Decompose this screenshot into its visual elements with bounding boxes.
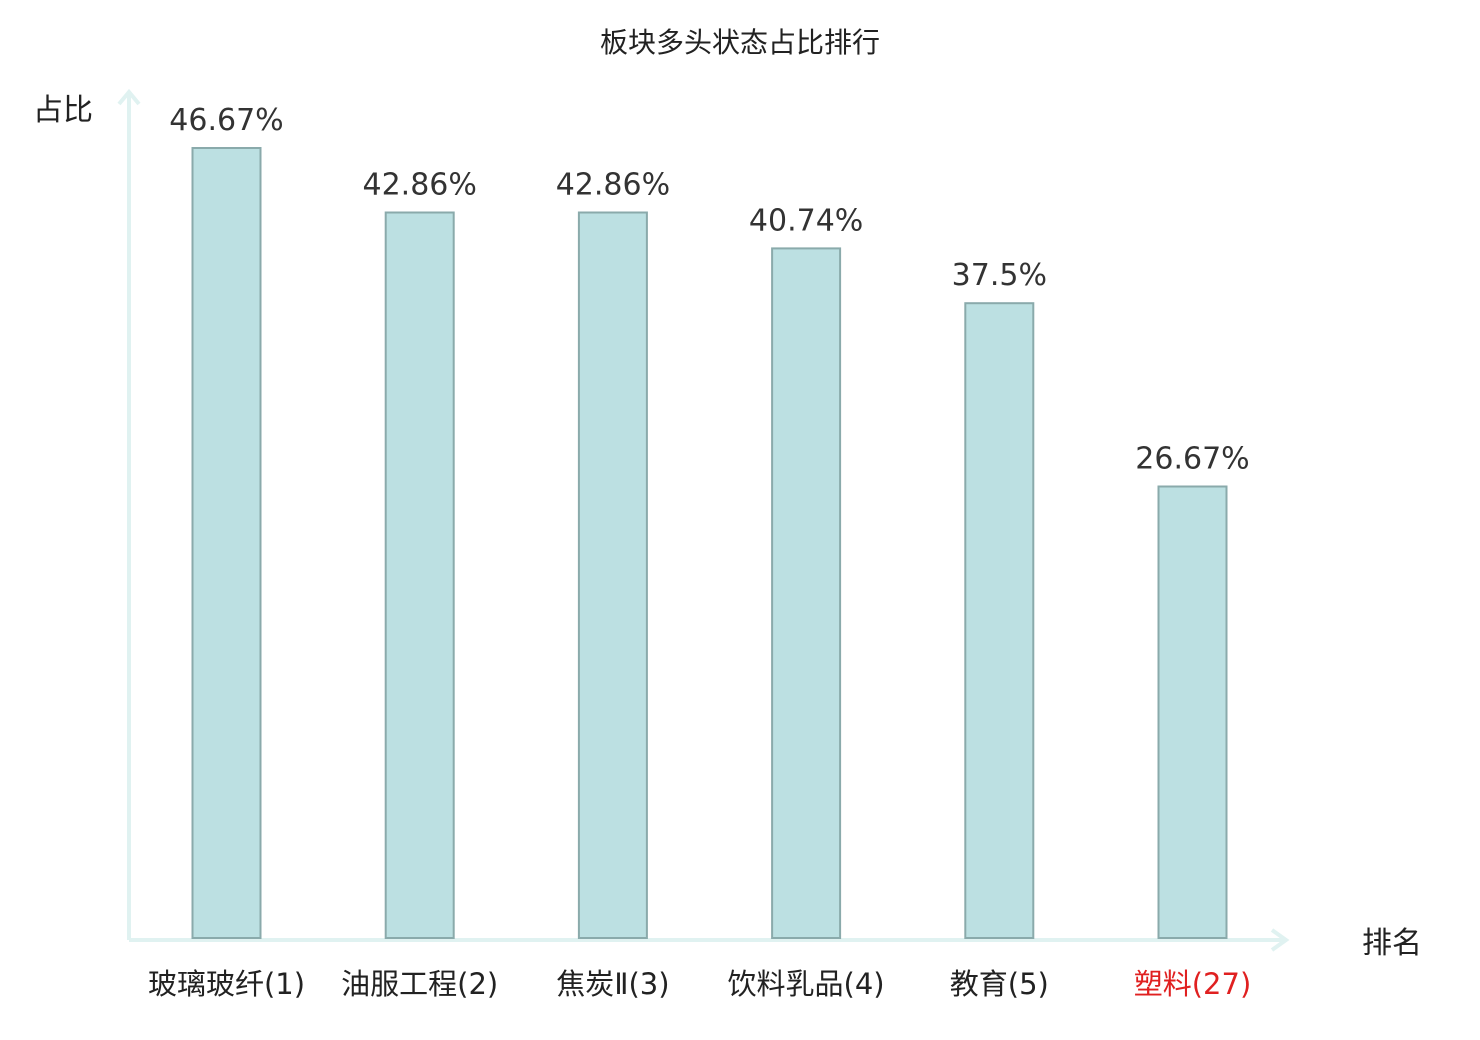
bar-4 — [771, 247, 842, 939]
value-label-4: 40.74% — [749, 203, 863, 238]
category-label-6: 塑料(27) — [1134, 967, 1252, 1001]
bars-group — [191, 147, 1228, 939]
category-label-5: 教育(5) — [950, 967, 1049, 1001]
y-axis-arrow-icon — [117, 88, 141, 106]
category-label-4: 饮料乳品(4) — [728, 967, 885, 1001]
value-label-6: 26.67% — [1135, 442, 1249, 477]
chart-title: 板块多头状态占比排行 — [600, 26, 880, 59]
category-labels-group: 玻璃玻纤(1) 油服工程(2) 焦炭Ⅱ(3) 饮料乳品(4) 教育(5) 塑料(27) — [148, 967, 1251, 1001]
value-label-5: 37.5% — [952, 258, 1047, 293]
value-label-2: 42.86% — [363, 168, 477, 203]
x-axis-label: 排名 — [1362, 926, 1422, 961]
bar-6 — [1157, 485, 1228, 939]
bar-1 — [191, 147, 262, 939]
category-label-2: 油服工程(2) — [341, 967, 498, 1001]
bar-5 — [964, 302, 1035, 939]
category-label-3: 焦炭Ⅱ(3) — [556, 967, 669, 1001]
bar-2 — [384, 211, 455, 939]
category-label-1: 玻璃玻纤(1) — [148, 967, 305, 1001]
value-label-1: 46.67% — [169, 103, 283, 138]
y-axis-label: 占比 — [33, 93, 93, 128]
value-labels-group: 46.67% 42.86% 42.86% 40.74% 37.5% 26.67% — [169, 103, 1249, 477]
axes — [117, 88, 1290, 952]
value-label-3: 42.86% — [556, 168, 670, 203]
bar-3 — [577, 211, 648, 939]
x-axis-arrow-icon — [1270, 928, 1290, 952]
